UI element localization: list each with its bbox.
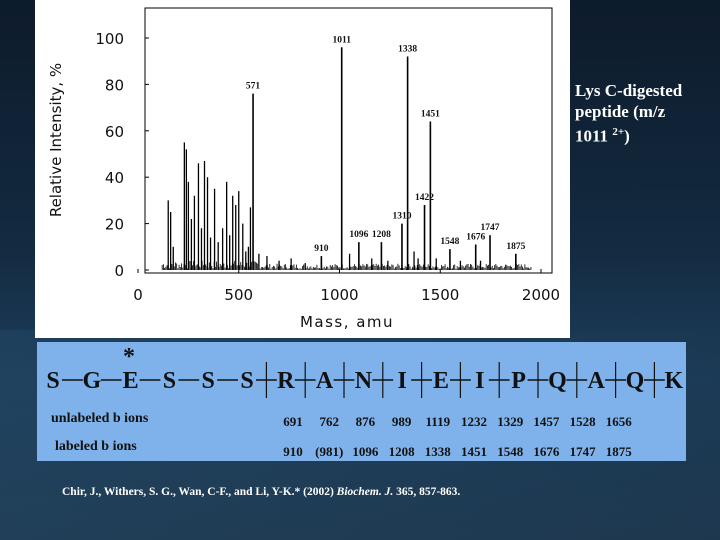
labeled-b-ions-title: labeled b ions <box>55 439 137 454</box>
sequence-residue: Q <box>626 368 645 394</box>
peak-label: 1208 <box>372 230 391 240</box>
sequence-residue: S <box>240 368 253 394</box>
x-tick-label: 1000 <box>320 286 358 304</box>
plot-frame <box>144 7 553 274</box>
labeled-b-ion: 1747 <box>570 444 597 459</box>
x-axis-ticks: 0 500 1000 1500 2000 <box>133 269 560 304</box>
mass-spectrum-chart: 0 20 40 60 80 100 0 500 1000 1500 2000 571 910 1011… <box>47 7 560 331</box>
unlabeled-b-ion: 1329 <box>497 414 524 429</box>
labeled-b-ion: 1548 <box>497 444 524 459</box>
labeled-b-ion-values: 910 (981) 1096 1208 1338 1451 1548 1676 1747 1875 <box>283 444 632 459</box>
modification-star: * <box>123 344 135 370</box>
sequence-residue: I <box>475 368 484 394</box>
side-caption: Lys C-digested peptide (m/z 1011 2+) <box>575 80 715 147</box>
peak-label: 1451 <box>421 110 440 120</box>
sequence-residue: G <box>82 368 101 394</box>
labeled-b-ion: 1875 <box>606 444 633 459</box>
peak-label: 1875 <box>506 242 525 252</box>
unlabeled-b-ion: 1232 <box>461 414 487 429</box>
peak-label: 910 <box>314 244 329 254</box>
peak-label: 571 <box>246 82 261 92</box>
citation-journal: Biochem. J. <box>336 486 394 498</box>
y-axis-ticks: 0 20 40 60 80 100 <box>95 30 149 280</box>
sequence-bonds <box>62 362 665 398</box>
x-tick-label: 500 <box>224 286 253 304</box>
y-axis-label: Relative Intensity, % <box>47 63 65 217</box>
y-tick-label: 80 <box>105 76 124 94</box>
unlabeled-b-ion: 691 <box>283 414 303 429</box>
peak-label: 1096 <box>349 230 368 240</box>
sequence-residue: R <box>277 368 295 394</box>
sequence-residue: I <box>398 368 407 394</box>
y-tick-label: 40 <box>105 169 124 187</box>
sequence-residue: A <box>588 368 606 394</box>
y-tick-label: 20 <box>105 216 124 234</box>
labeled-b-ion: 910 <box>283 444 303 459</box>
labeled-b-ion: (981) <box>315 444 343 459</box>
unlabeled-b-ion: 1457 <box>533 414 560 429</box>
sequence-residue: Q <box>548 368 567 394</box>
y-tick-label: 60 <box>105 123 124 141</box>
sequence-residue: P <box>511 368 526 394</box>
x-axis-label: Mass, amu <box>300 313 394 331</box>
citation: Chir, J., Withers, S. G., Wan, C-F., and… <box>62 486 682 498</box>
x-tick-label: 2000 <box>522 286 560 304</box>
unlabeled-b-ion-values: 691 762 876 989 1119 1232 1329 1457 1528 1656 <box>283 414 632 429</box>
labeled-b-ion: 1096 <box>352 444 379 459</box>
unlabeled-b-ions-title: unlabeled b ions <box>51 411 149 426</box>
unlabeled-b-ion: 876 <box>356 414 376 429</box>
citation-volume: 365, 857-863. <box>393 486 461 498</box>
x-tick-label: 0 <box>133 286 143 304</box>
peak-label: 1422 <box>415 193 434 203</box>
peak-label: 1548 <box>440 237 459 247</box>
sequence-residue: S <box>202 368 215 394</box>
sequence-residue: K <box>664 368 683 394</box>
peak-label: 1747 <box>481 223 500 233</box>
unlabeled-b-ion: 762 <box>319 414 339 429</box>
caption-line-2: peptide (m/z <box>575 102 666 121</box>
caption-line-3: 1011 2+) <box>575 122 715 147</box>
unlabeled-b-ion: 1656 <box>606 414 633 429</box>
citation-authors: Chir, J., Withers, S. G., Wan, C-F., and… <box>62 486 337 498</box>
caption-line-1: Lys C-digested <box>575 81 683 100</box>
labeled-b-ion: 1208 <box>389 444 416 459</box>
unlabeled-b-ion: 989 <box>392 414 412 429</box>
sequence-residue: S <box>163 368 176 394</box>
spectrum-panel: 0 20 40 60 80 100 0 500 1000 1500 2000 571 910 1011… <box>35 0 570 338</box>
caption-close: ) <box>624 126 630 146</box>
peak-label: 1310 <box>392 212 411 222</box>
x-tick-label: 1500 <box>421 286 459 304</box>
caption-mz: 1011 <box>575 126 609 146</box>
sequence-residue: N <box>355 368 373 394</box>
sequence-residue: A <box>316 368 334 394</box>
labeled-b-ion: 1451 <box>461 444 487 459</box>
unlabeled-b-ion: 1528 <box>570 414 597 429</box>
y-tick-label: 0 <box>114 262 124 280</box>
peak-label: 1011 <box>332 35 351 45</box>
peak-label: 1676 <box>466 232 485 242</box>
peaks <box>167 47 517 270</box>
labeled-b-ion: 1338 <box>425 444 452 459</box>
peak-label: 1338 <box>398 45 417 55</box>
labeled-b-ion: 1676 <box>533 444 560 459</box>
caption-charge: 2+ <box>612 126 625 138</box>
sequence-residue: E <box>123 368 139 394</box>
unlabeled-b-ion: 1119 <box>426 414 451 429</box>
y-tick-label: 100 <box>95 30 124 48</box>
sequence-residue: S <box>46 368 59 394</box>
sequence-residue: E <box>433 368 449 394</box>
